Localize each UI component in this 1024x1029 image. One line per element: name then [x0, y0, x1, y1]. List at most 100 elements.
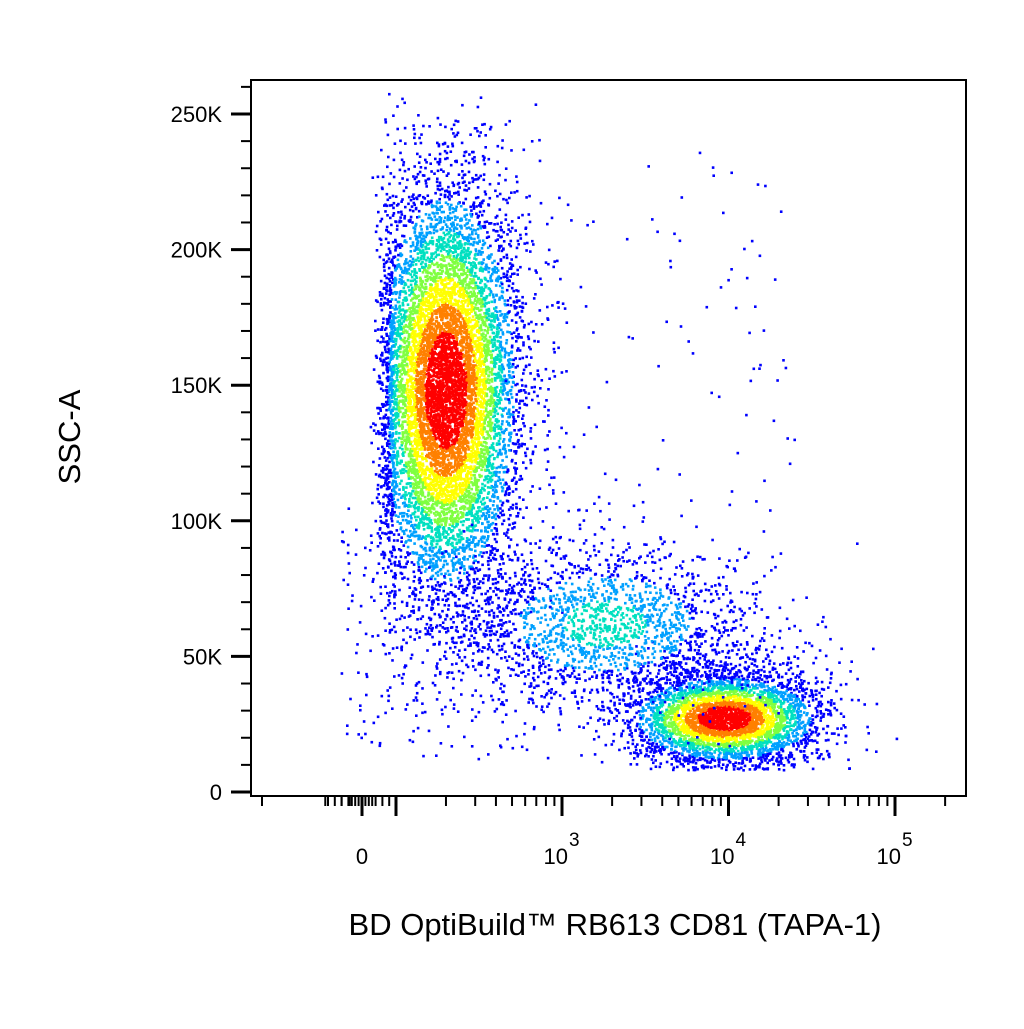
event-point — [465, 389, 468, 393]
event-point — [450, 530, 453, 534]
event-point — [420, 500, 423, 503]
event-point — [474, 232, 478, 235]
event-point — [398, 617, 402, 621]
event-point — [417, 494, 420, 498]
event-point — [520, 477, 524, 481]
event-point — [404, 556, 407, 559]
event-point — [452, 707, 456, 710]
event-point — [439, 568, 443, 571]
event-point — [463, 413, 466, 416]
event-point — [461, 439, 465, 443]
event-point — [440, 358, 444, 361]
event-point — [456, 510, 459, 513]
event-point — [393, 572, 397, 575]
event-point — [501, 589, 504, 593]
event-point — [463, 572, 466, 575]
event-point — [480, 544, 484, 548]
event-point — [465, 498, 469, 502]
event-point — [434, 191, 437, 195]
event-point — [473, 271, 477, 275]
event-point — [469, 399, 473, 402]
event-point — [478, 210, 482, 214]
event-point — [509, 304, 513, 307]
event-point — [468, 325, 472, 328]
event-point — [521, 442, 524, 446]
event-point — [439, 406, 443, 409]
event-point — [411, 263, 415, 267]
event-point — [394, 371, 397, 374]
event-point — [452, 470, 455, 473]
event-point — [385, 504, 389, 507]
event-point — [417, 161, 421, 164]
event-point — [451, 493, 455, 496]
event-point — [460, 561, 463, 564]
event-point — [456, 615, 459, 618]
event-point — [450, 377, 453, 381]
event-point — [415, 283, 419, 287]
event-point — [432, 453, 436, 456]
event-point — [552, 476, 556, 479]
event-point — [462, 477, 466, 481]
event-point — [400, 540, 403, 543]
event-point — [490, 478, 494, 482]
event-point — [409, 442, 412, 446]
event-point — [437, 143, 441, 146]
event-point — [469, 262, 473, 265]
event-point — [447, 461, 451, 465]
event-point — [423, 316, 427, 320]
event-point — [466, 571, 469, 574]
event-point — [486, 496, 489, 499]
event-point — [481, 402, 485, 406]
event-point — [493, 429, 496, 433]
event-point — [422, 424, 426, 428]
event-point — [473, 493, 477, 496]
event-point — [486, 647, 490, 651]
event-point — [454, 119, 457, 123]
event-point — [416, 315, 419, 318]
event-point — [435, 531, 438, 535]
event-point — [430, 304, 433, 308]
event-point — [467, 483, 471, 486]
event-point — [461, 420, 464, 423]
event-point — [390, 369, 393, 373]
event-point — [437, 483, 440, 487]
event-point — [466, 389, 470, 393]
event-point — [385, 385, 388, 389]
event-point — [392, 469, 396, 472]
event-point — [437, 520, 441, 524]
event-point — [498, 401, 501, 405]
event-point — [570, 219, 573, 222]
event-point — [500, 328, 503, 332]
event-point — [398, 493, 401, 496]
event-point — [382, 447, 386, 451]
event-point — [473, 412, 476, 415]
event-point — [421, 240, 425, 243]
event-point — [377, 464, 381, 467]
event-point — [392, 466, 395, 469]
event-point — [493, 508, 496, 511]
event-point — [479, 551, 483, 554]
event-point — [464, 260, 467, 263]
event-point — [525, 196, 528, 199]
event-point — [502, 513, 506, 517]
event-point — [409, 520, 413, 524]
event-point — [453, 314, 457, 318]
event-point — [477, 509, 481, 512]
event-point — [483, 420, 486, 424]
event-point — [502, 230, 506, 234]
event-point — [543, 420, 546, 423]
event-point — [465, 337, 469, 341]
event-point — [410, 333, 413, 337]
event-point — [406, 261, 409, 264]
event-point — [492, 361, 495, 365]
event-point — [475, 492, 479, 495]
event-point — [427, 247, 431, 250]
event-point — [469, 471, 472, 474]
event-point — [415, 175, 418, 179]
event-point — [404, 491, 407, 494]
event-point — [540, 323, 544, 326]
event-point — [434, 552, 437, 556]
event-point — [454, 414, 458, 417]
event-point — [418, 461, 421, 464]
event-point — [500, 391, 504, 394]
